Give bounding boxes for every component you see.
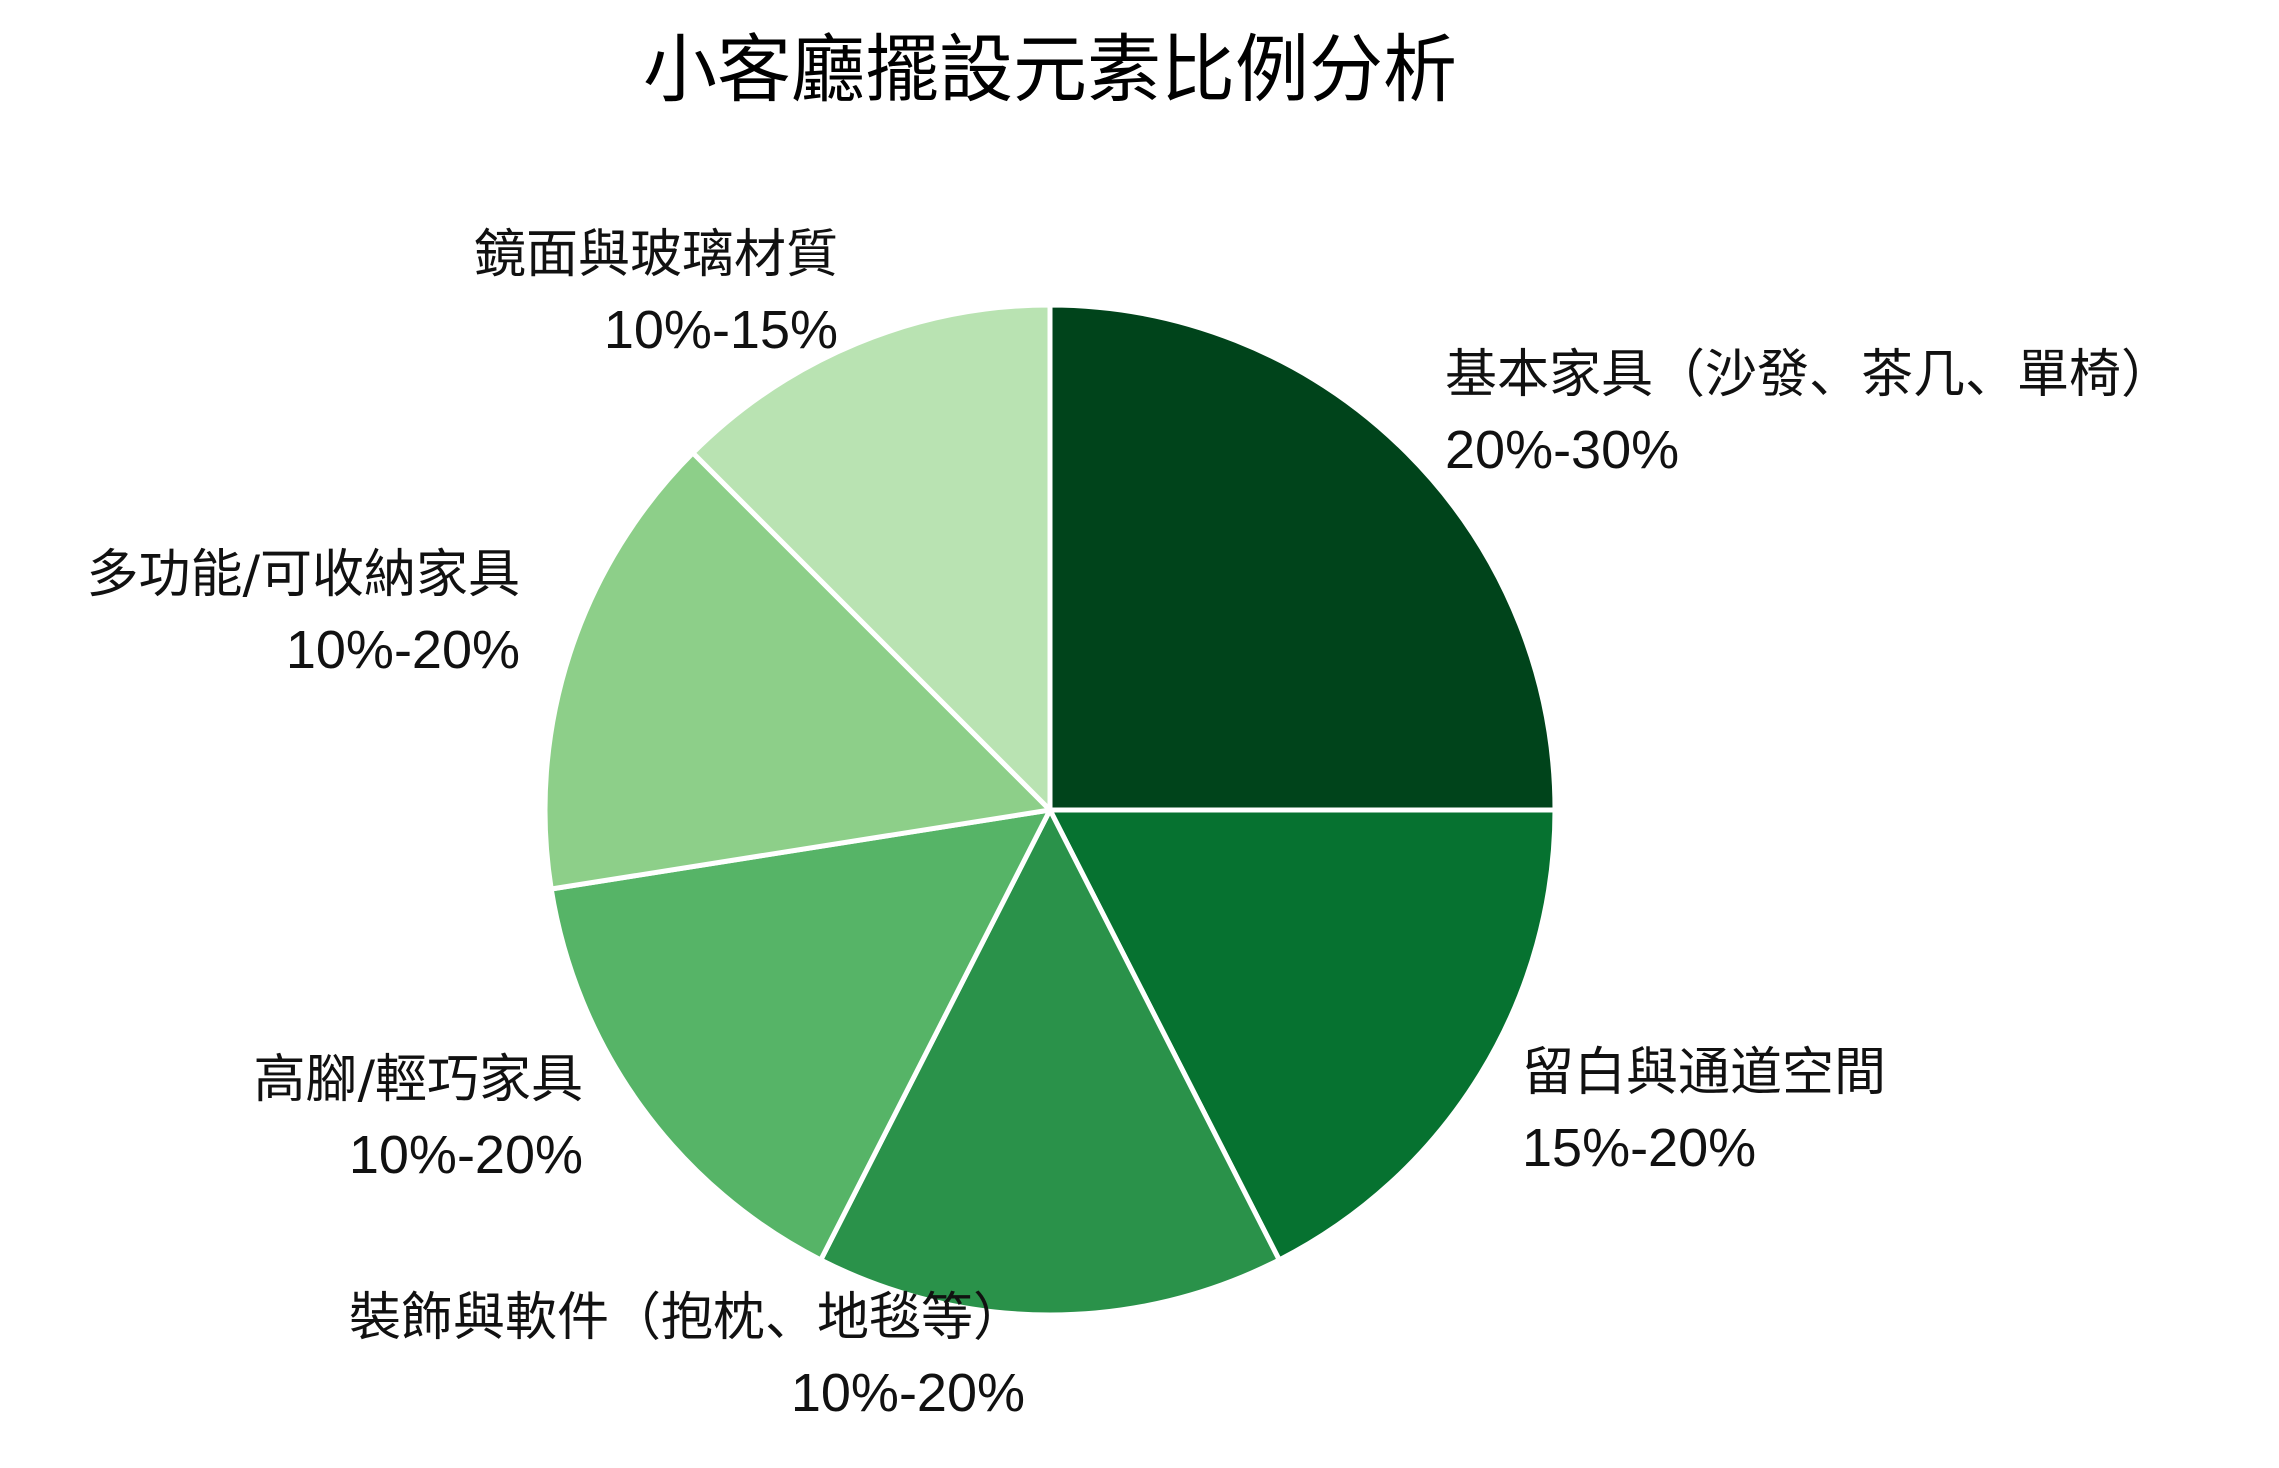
slice-percent-5: 10%-20% [286,620,520,680]
slice-percent-4: 10%-20% [349,1125,583,1185]
pie-labels: 基本家具（沙發、茶几、單椅） 20%-30% 留白與通道空間 15%-20% 裝飾與軟件… [86,225,2173,1423]
slice-label-5: 多功能/可收納家具 [86,545,520,605]
pie-slice-1 [1047,302,1558,813]
pie-slice-5 [542,450,1053,892]
slice-percent-3: 10%-20% [791,1363,1025,1423]
pie-slice-4 [548,807,1053,1263]
slice-label-4: 高腳/輕巧家具 [253,1050,583,1110]
pie-slice-2 [1047,807,1558,1263]
pie-slice-3 [818,807,1282,1318]
slice-label-3: 裝飾與軟件（抱枕、地毯等） [349,1288,1025,1348]
slice-label-1: 基本家具（沙發、茶几、單椅） [1445,345,2173,405]
slice-percent-2: 15%-20% [1522,1118,1756,1178]
pie-slices [542,302,1558,1318]
slice-label-2: 留白與通道空間 [1522,1043,1886,1103]
slice-label-6: 鏡面與玻璃材質 [474,225,838,285]
slice-percent-1: 20%-30% [1445,420,1679,480]
slice-percent-6: 10%-15% [604,300,838,360]
pie-slice-6 [690,302,1053,813]
chart-title: 小客廳擺設元素比例分析 [643,27,1457,113]
